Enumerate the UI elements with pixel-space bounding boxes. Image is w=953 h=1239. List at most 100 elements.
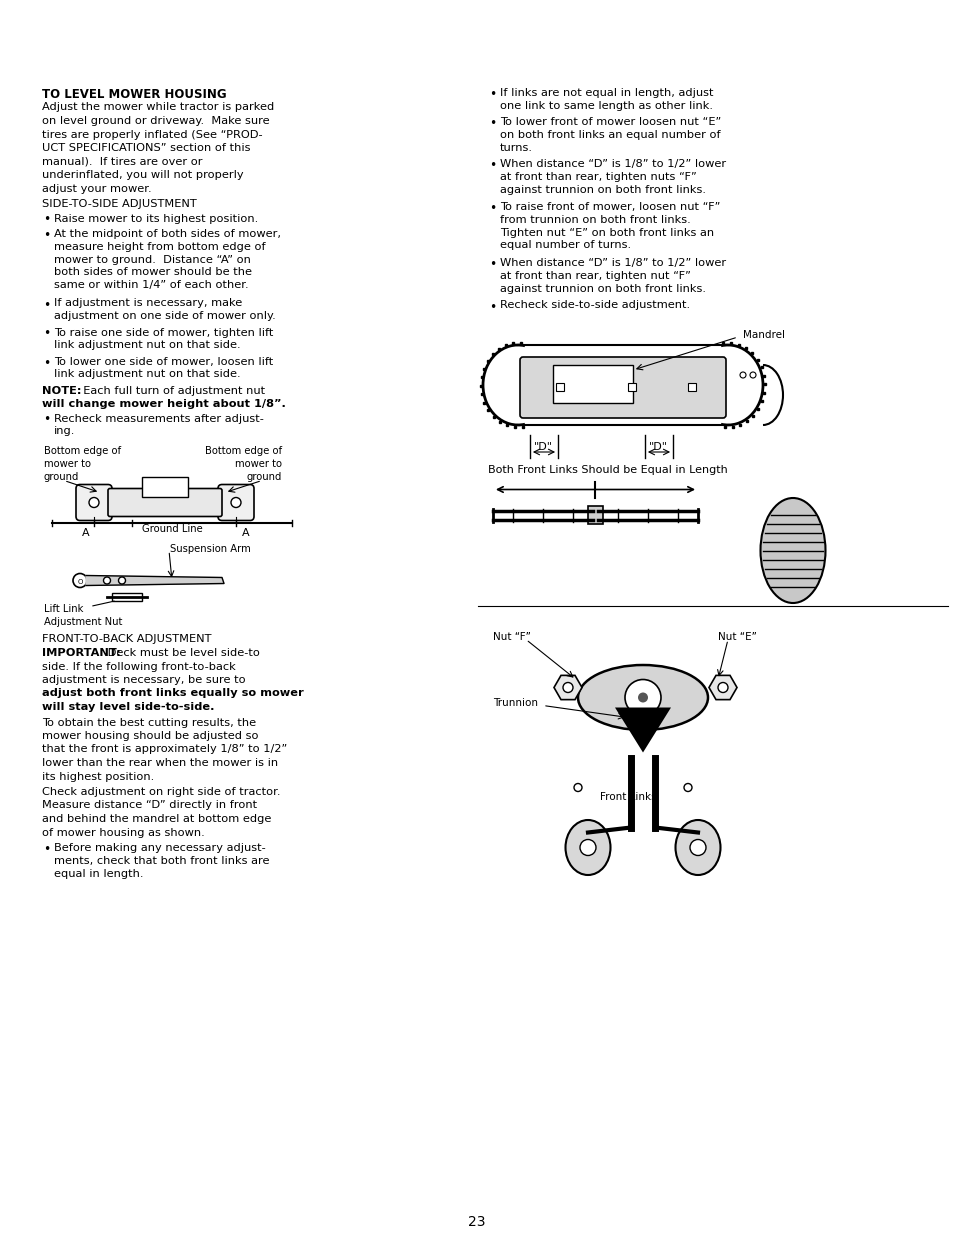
Circle shape: [579, 840, 596, 855]
Text: A: A: [242, 528, 250, 538]
Text: •: •: [43, 357, 51, 369]
Text: Lift Link
Adjustment Nut: Lift Link Adjustment Nut: [44, 605, 122, 627]
Bar: [556, 383, 563, 392]
Text: Each full turn of adjustment nut: Each full turn of adjustment nut: [76, 385, 265, 395]
Circle shape: [683, 783, 691, 792]
Text: lower than the rear when the mower is in: lower than the rear when the mower is in: [42, 758, 278, 768]
Text: •: •: [489, 88, 496, 102]
FancyBboxPatch shape: [519, 357, 725, 418]
Text: To raise front of mower, loosen nut “F”
from trunnion on both front links.
Tight: To raise front of mower, loosen nut “F” …: [499, 202, 720, 250]
Text: A: A: [82, 528, 90, 538]
Text: of mower housing as shown.: of mower housing as shown.: [42, 828, 205, 838]
Circle shape: [73, 574, 87, 587]
Text: "D": "D": [648, 442, 667, 452]
Text: TO LEVEL MOWER HOUSING: TO LEVEL MOWER HOUSING: [42, 88, 227, 102]
Ellipse shape: [675, 820, 720, 875]
Text: UCT SPECIFICATIONS” section of this: UCT SPECIFICATIONS” section of this: [42, 142, 251, 152]
Text: Mandrel: Mandrel: [742, 330, 784, 339]
Text: SIDE-TO-SIDE ADJUSTMENT: SIDE-TO-SIDE ADJUSTMENT: [42, 199, 196, 209]
Text: underinflated, you will not properly: underinflated, you will not properly: [42, 170, 243, 180]
Text: its highest position.: its highest position.: [42, 772, 154, 782]
Text: •: •: [43, 843, 51, 856]
Text: Recheck side-to-side adjustment.: Recheck side-to-side adjustment.: [499, 301, 689, 311]
Bar: [587, 506, 602, 524]
Circle shape: [118, 577, 126, 584]
Text: NOTE:: NOTE:: [42, 385, 81, 395]
Text: •: •: [489, 202, 496, 216]
Text: Bottom edge of
mower to
ground: Bottom edge of mower to ground: [205, 446, 282, 482]
Ellipse shape: [760, 498, 824, 603]
Text: adjust your mower.: adjust your mower.: [42, 183, 152, 193]
Polygon shape: [86, 575, 224, 586]
Circle shape: [749, 372, 755, 378]
Text: •: •: [43, 229, 51, 242]
Text: •: •: [489, 301, 496, 313]
FancyBboxPatch shape: [76, 484, 112, 520]
Text: adjustment is necessary, be sure to: adjustment is necessary, be sure to: [42, 675, 245, 685]
Text: Bottom edge of
mower to
ground: Bottom edge of mower to ground: [44, 446, 121, 482]
Circle shape: [103, 577, 111, 584]
Ellipse shape: [565, 820, 610, 875]
Ellipse shape: [578, 665, 707, 730]
Text: To lower front of mower loosen nut “E”
on both front links an equal number of
tu: To lower front of mower loosen nut “E” o…: [499, 116, 720, 152]
Text: If adjustment is necessary, make
adjustment on one side of mower only.: If adjustment is necessary, make adjustm…: [54, 299, 275, 321]
Bar: [142, 477, 188, 497]
Text: Suspension Arm: Suspension Arm: [170, 544, 251, 555]
Text: that the front is approximately 1/8” to 1/2”: that the front is approximately 1/8” to …: [42, 745, 287, 755]
Bar: [687, 383, 696, 392]
Text: Ground Line: Ground Line: [141, 524, 202, 534]
Text: Both Front Links Should be Equal in Length: Both Front Links Should be Equal in Leng…: [488, 465, 727, 475]
Bar: [553, 366, 633, 403]
Circle shape: [718, 683, 727, 693]
Text: At the midpoint of both sides of mower,
measure height from bottom edge of
mower: At the midpoint of both sides of mower, …: [54, 229, 281, 290]
Text: mower housing should be adjusted so: mower housing should be adjusted so: [42, 731, 258, 741]
Text: and behind the mandrel at bottom edge: and behind the mandrel at bottom edge: [42, 814, 271, 824]
Text: Adjust the mower while tractor is parked: Adjust the mower while tractor is parked: [42, 103, 274, 113]
Text: When distance “D” is 1/8” to 1/2” lower
at front than rear, tighten nuts “F”
aga: When distance “D” is 1/8” to 1/2” lower …: [499, 160, 725, 195]
Text: •: •: [43, 213, 51, 227]
Text: To obtain the best cutting results, the: To obtain the best cutting results, the: [42, 717, 255, 727]
Text: Before making any necessary adjust-
ments, check that both front links are
equal: Before making any necessary adjust- ment…: [54, 843, 269, 878]
Text: When distance “D” is 1/8” to 1/2” lower
at front than rear, tighten nut “F”
agai: When distance “D” is 1/8” to 1/2” lower …: [499, 258, 725, 294]
Text: •: •: [489, 116, 496, 130]
Text: If links are not equal in length, adjust
one link to same length as other link.: If links are not equal in length, adjust…: [499, 88, 713, 110]
FancyBboxPatch shape: [218, 484, 253, 520]
Circle shape: [89, 498, 99, 508]
Text: •: •: [489, 258, 496, 271]
Text: FRONT-TO-BACK ADJUSTMENT: FRONT-TO-BACK ADJUSTMENT: [42, 634, 212, 644]
Text: manual).  If tires are over or: manual). If tires are over or: [42, 156, 202, 166]
Text: Nut “E”: Nut “E”: [718, 632, 756, 643]
Circle shape: [231, 498, 241, 508]
Text: adjust both front links equally so mower: adjust both front links equally so mower: [42, 689, 303, 699]
Circle shape: [574, 783, 581, 792]
Text: on level ground or driveway.  Make sure: on level ground or driveway. Make sure: [42, 116, 270, 126]
Text: Trunnion: Trunnion: [493, 698, 537, 707]
Circle shape: [740, 372, 745, 378]
Text: tires are properly inflated (See “PROD-: tires are properly inflated (See “PROD-: [42, 130, 262, 140]
Text: To lower one side of mower, loosen lift
link adjustment nut on that side.: To lower one side of mower, loosen lift …: [54, 357, 273, 379]
Text: "D": "D": [533, 442, 552, 452]
Text: IMPORTANT:: IMPORTANT:: [42, 648, 121, 658]
Text: Measure distance “D” directly in front: Measure distance “D” directly in front: [42, 800, 257, 810]
Text: •: •: [489, 160, 496, 172]
Text: •: •: [43, 327, 51, 341]
Text: To raise one side of mower, tighten lift
link adjustment nut on that side.: To raise one side of mower, tighten lift…: [54, 327, 274, 351]
Text: O: O: [77, 579, 83, 585]
Text: Recheck measurements after adjust-
ing.: Recheck measurements after adjust- ing.: [54, 414, 264, 436]
Text: Front Links: Front Links: [599, 793, 656, 803]
Circle shape: [624, 679, 660, 715]
Circle shape: [689, 840, 705, 855]
Text: •: •: [43, 299, 51, 311]
FancyBboxPatch shape: [108, 488, 222, 517]
Text: Deck must be level side-to: Deck must be level side-to: [104, 648, 259, 658]
Text: Nut “F”: Nut “F”: [493, 632, 530, 643]
Bar: [627, 383, 636, 392]
Text: will stay level side-to-side.: will stay level side-to-side.: [42, 703, 214, 712]
Circle shape: [638, 693, 647, 703]
Text: Check adjustment on right side of tractor.: Check adjustment on right side of tracto…: [42, 787, 280, 797]
Polygon shape: [615, 707, 670, 752]
Bar: [112, 592, 142, 601]
Circle shape: [562, 683, 573, 693]
Text: •: •: [43, 414, 51, 426]
Text: side. If the following front-to-back: side. If the following front-to-back: [42, 662, 235, 672]
